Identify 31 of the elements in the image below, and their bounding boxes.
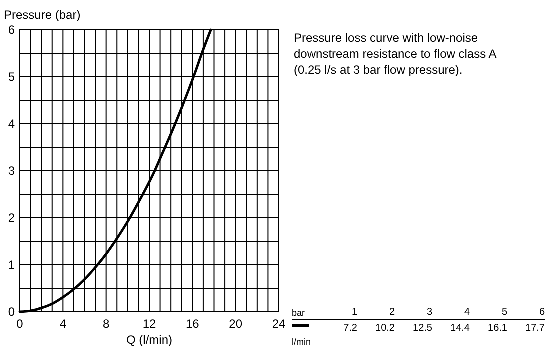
text: 12.5 [413, 323, 433, 334]
x-tick-label: 0 [16, 317, 24, 331]
text: 2 [389, 307, 396, 318]
text: 7.2 [344, 323, 358, 334]
y-axis-title: Pressure (bar) [4, 8, 81, 22]
y-tick-label: 4 [8, 117, 16, 131]
y-tick-label: 2 [8, 211, 16, 225]
x-tick-label: 4 [60, 317, 67, 331]
x-tick-label: 20 [229, 317, 243, 331]
y-tick-label: 5 [8, 70, 16, 84]
y-tick-label: 6 [8, 23, 16, 37]
text: 1 [352, 307, 358, 318]
x-tick-label: 16 [186, 317, 200, 331]
x-axis-title: Q (l/min) [126, 333, 172, 347]
text: 4 [464, 307, 470, 318]
y-tick-label: 3 [8, 164, 16, 178]
text: 5 [502, 307, 508, 318]
text: bar [292, 308, 306, 318]
x-tick-label: 12 [142, 317, 156, 331]
text: 6 [539, 307, 546, 318]
text: 17.7 [526, 323, 546, 334]
x-tick-label: 24 [272, 317, 286, 331]
text: 10.2 [376, 323, 396, 334]
x-tick-label: 8 [102, 317, 110, 331]
text: 3 [426, 307, 433, 318]
text: 16.1 [488, 323, 508, 334]
text: l/min [292, 337, 312, 347]
y-tick-label: 0 [8, 305, 16, 319]
text: Pressure loss curve with low-noise downstream resistance to flow class A (0.25 l/s at 3 bar flow pressure). [294, 31, 500, 77]
text: 14.4 [450, 323, 470, 334]
y-tick-label: 1 [8, 258, 16, 272]
